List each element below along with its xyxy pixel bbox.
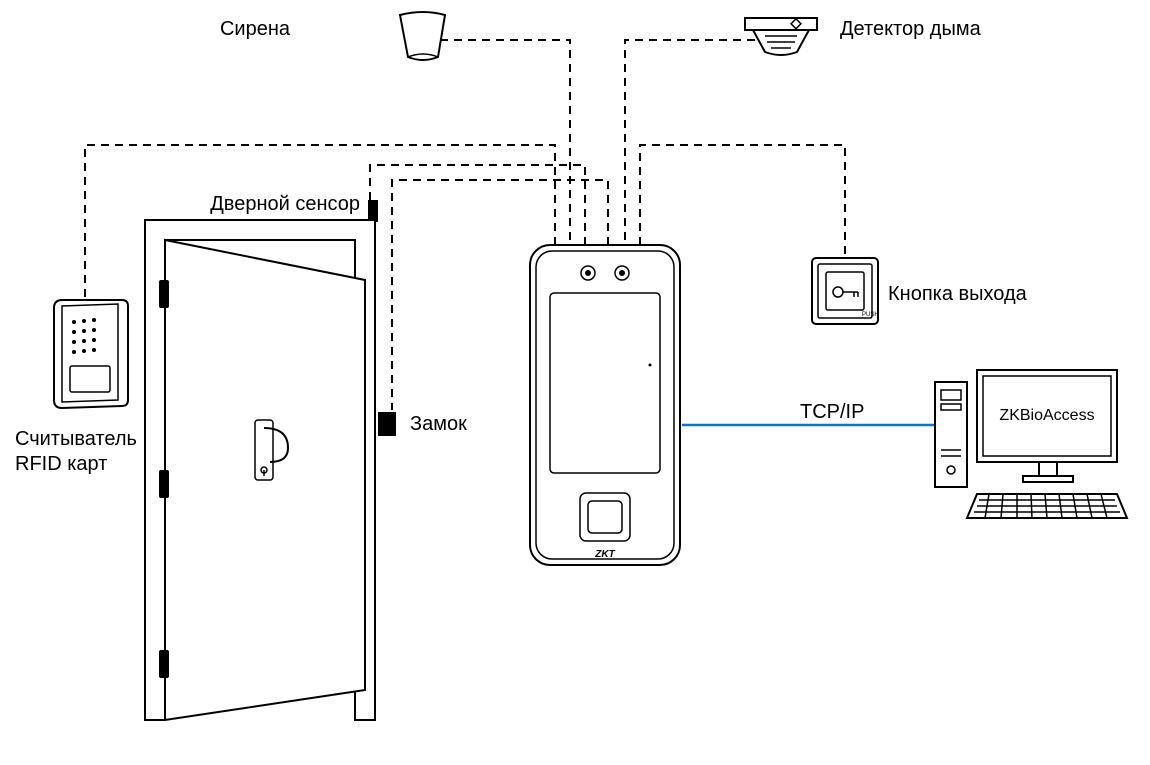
lock-label: Замок bbox=[410, 413, 467, 435]
siren-label: Сирена bbox=[220, 18, 291, 40]
terminal-device: ZKT bbox=[530, 245, 680, 565]
rfid-label-1: Считыватель bbox=[15, 428, 137, 450]
computer: ZKBioAccess bbox=[935, 370, 1127, 518]
connection-line bbox=[440, 40, 570, 245]
rfid-reader-device bbox=[54, 300, 128, 408]
door bbox=[145, 220, 375, 720]
connection-line bbox=[640, 145, 845, 258]
smoke-detector-device bbox=[745, 18, 817, 55]
siren-device bbox=[400, 12, 445, 60]
connection-line bbox=[625, 40, 755, 245]
access-control-diagram: Сирена Детектор дыма Дверной сенсор Замо… bbox=[0, 0, 1150, 765]
smoke-label: Детектор дыма bbox=[840, 18, 982, 40]
rfid-label-2: RFID карт bbox=[15, 453, 107, 475]
tcpip-label: TCP/IP bbox=[800, 401, 864, 423]
connection-line bbox=[370, 165, 585, 245]
lock-device bbox=[378, 412, 396, 436]
door-sensor-device bbox=[368, 200, 378, 222]
svg-text:PUSH: PUSH bbox=[862, 312, 879, 318]
exit-button-device: PUSH bbox=[812, 258, 879, 324]
door-sensor-label: Дверной сенсор bbox=[210, 193, 360, 215]
exit-button-label: Кнопка выхода bbox=[888, 283, 1028, 305]
software-label: ZKBioAccess bbox=[999, 407, 1094, 424]
terminal-brand: ZKT bbox=[594, 549, 615, 560]
